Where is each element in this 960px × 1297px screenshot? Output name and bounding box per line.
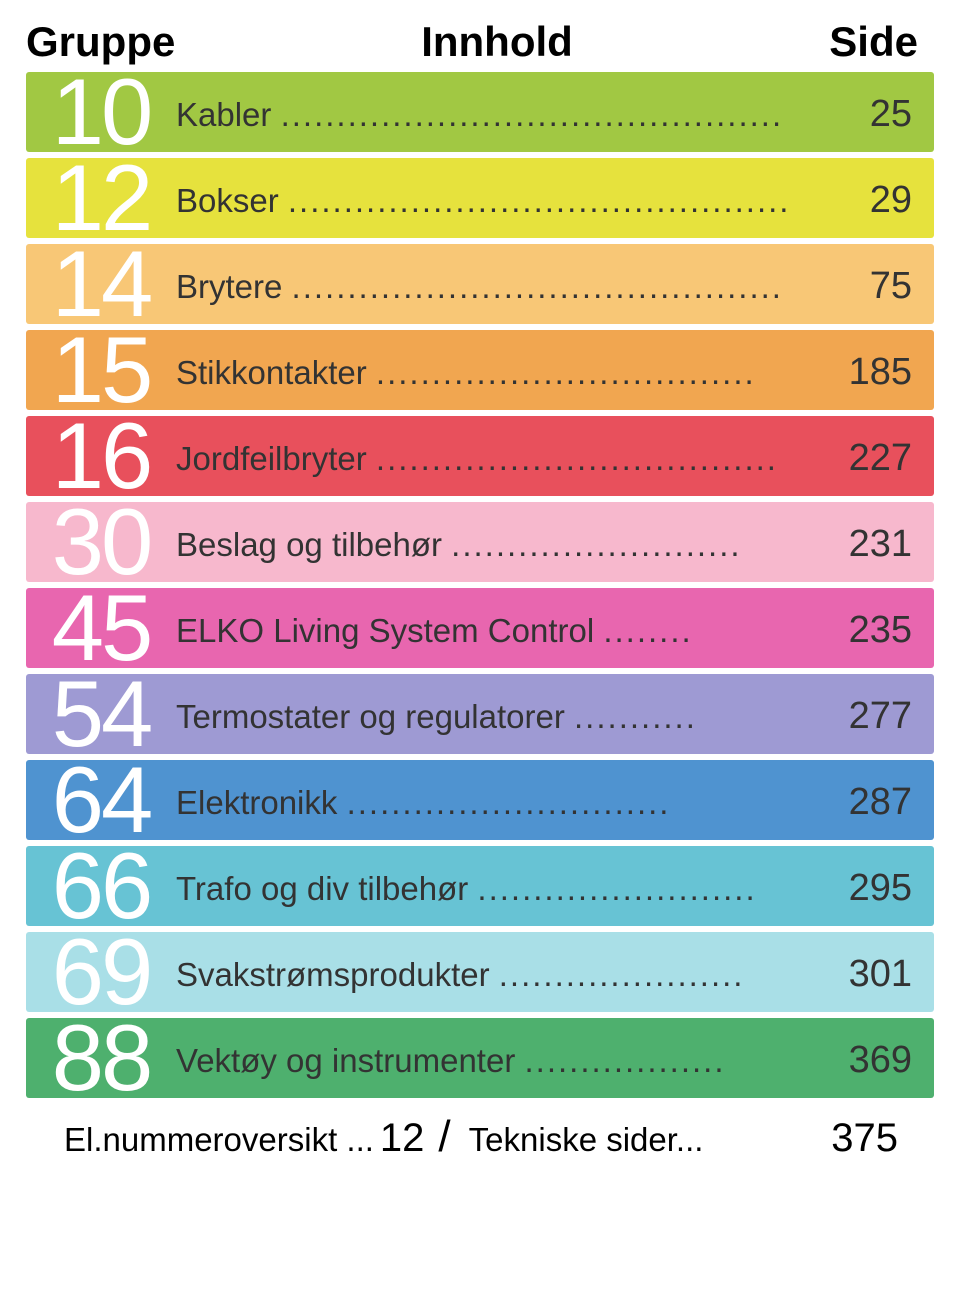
- header-side: Side: [758, 18, 918, 66]
- group-number: 14: [26, 244, 176, 324]
- toc-row: 10Kabler ...............................…: [26, 72, 934, 152]
- page-number: 277: [802, 691, 912, 738]
- page-number: 287: [802, 777, 912, 824]
- leader-dots: ........: [603, 612, 692, 649]
- group-number: 16: [26, 416, 176, 496]
- page-number: 185: [802, 347, 912, 394]
- row-label-text: ELKO Living System Control: [176, 612, 603, 649]
- group-number: 66: [26, 846, 176, 926]
- leader-dots: .............................: [347, 784, 671, 821]
- group-number: 12: [26, 158, 176, 238]
- row-label: Brytere ................................…: [176, 262, 802, 306]
- row-label: ELKO Living System Control ........: [176, 606, 802, 650]
- toc-row: 16Jordfeilbryter .......................…: [26, 416, 934, 496]
- page-number: 235: [802, 605, 912, 652]
- leader-dots: ....................................: [376, 440, 778, 477]
- leader-dots: .........................: [477, 870, 756, 907]
- page-number: 301: [802, 949, 912, 996]
- row-label: Stikkontakter ..........................…: [176, 348, 802, 392]
- row-label-text: Brytere: [176, 268, 292, 305]
- leader-dots: ........................................…: [292, 268, 783, 305]
- group-number: 64: [26, 760, 176, 840]
- row-label: Beslag og tilbehør .....................…: [176, 520, 802, 564]
- row-label-text: Termostater og regulatorer: [176, 698, 574, 735]
- page-number: 369: [802, 1035, 912, 1082]
- row-label: Elektronikk ............................…: [176, 778, 802, 822]
- row-label-text: Beslag og tilbehør: [176, 526, 451, 563]
- group-number: 30: [26, 502, 176, 582]
- toc-row: 69Svakstrømsprodukter ..................…: [26, 932, 934, 1012]
- row-label-text: Trafo og div tilbehør: [176, 870, 477, 907]
- page-number: 75: [802, 261, 912, 308]
- footer-slash: /: [438, 1112, 450, 1162]
- table-header: Gruppe Innhold Side: [26, 18, 934, 72]
- toc-row: 12Bokser ...............................…: [26, 158, 934, 238]
- toc-row: 15Stikkontakter ........................…: [26, 330, 934, 410]
- toc-row: 66Trafo og div tilbehør ................…: [26, 846, 934, 926]
- toc-row: 88Vektøy og instrumenter ...............…: [26, 1018, 934, 1098]
- leader-dots: ........................................…: [281, 96, 784, 133]
- row-label-text: Stikkontakter: [176, 354, 376, 391]
- footer-right-label: Tekniske sider...: [469, 1121, 704, 1159]
- footer-left-label: El.nummeroversikt ...: [64, 1121, 374, 1159]
- row-label: Kabler .................................…: [176, 90, 802, 134]
- toc-row: 64Elektronikk ..........................…: [26, 760, 934, 840]
- row-label-text: Kabler: [176, 96, 281, 133]
- leader-dots: ...........: [574, 698, 697, 735]
- group-number: 69: [26, 932, 176, 1012]
- page-number: 227: [802, 433, 912, 480]
- row-label: Bokser .................................…: [176, 176, 802, 220]
- group-number: 45: [26, 588, 176, 668]
- row-label: Svakstrømsprodukter ....................…: [176, 950, 802, 994]
- footer: El.nummeroversikt ... 12 / Tekniske side…: [26, 1104, 934, 1162]
- header-innhold: Innhold: [236, 18, 758, 66]
- group-number: 15: [26, 330, 176, 410]
- page-number: 231: [802, 519, 912, 566]
- leader-dots: ......................: [499, 956, 745, 993]
- leader-dots: ..................: [524, 1042, 725, 1079]
- row-label-text: Svakstrømsprodukter: [176, 956, 499, 993]
- page-number: 25: [802, 89, 912, 136]
- group-number: 88: [26, 1018, 176, 1098]
- toc-row: 30Beslag og tilbehør ...................…: [26, 502, 934, 582]
- row-label: Trafo og div tilbehør ..................…: [176, 864, 802, 908]
- page-number: 295: [802, 863, 912, 910]
- toc-row: 54Termostater og regulatorer ...........…: [26, 674, 934, 754]
- group-number: 54: [26, 674, 176, 754]
- leader-dots: ..........................: [451, 526, 741, 563]
- rows-container: 10Kabler ...............................…: [26, 72, 934, 1098]
- row-label: Jordfeilbryter .........................…: [176, 434, 802, 478]
- row-label-text: Jordfeilbryter: [176, 440, 376, 477]
- toc-row: 45ELKO Living System Control ........235: [26, 588, 934, 668]
- footer-right-page: 375: [831, 1116, 898, 1161]
- page-number: 29: [802, 175, 912, 222]
- leader-dots: ........................................…: [288, 182, 791, 219]
- row-label-text: Bokser: [176, 182, 288, 219]
- row-label-text: Vektøy og instrumenter: [176, 1042, 524, 1079]
- group-number: 10: [26, 72, 176, 152]
- toc-row: 14Brytere ..............................…: [26, 244, 934, 324]
- row-label: Termostater og regulatorer ...........: [176, 692, 802, 736]
- row-label: Vektøy og instrumenter .................…: [176, 1036, 802, 1080]
- leader-dots: ..................................: [376, 354, 756, 391]
- row-label-text: Elektronikk: [176, 784, 347, 821]
- footer-left-page: 12: [380, 1116, 425, 1161]
